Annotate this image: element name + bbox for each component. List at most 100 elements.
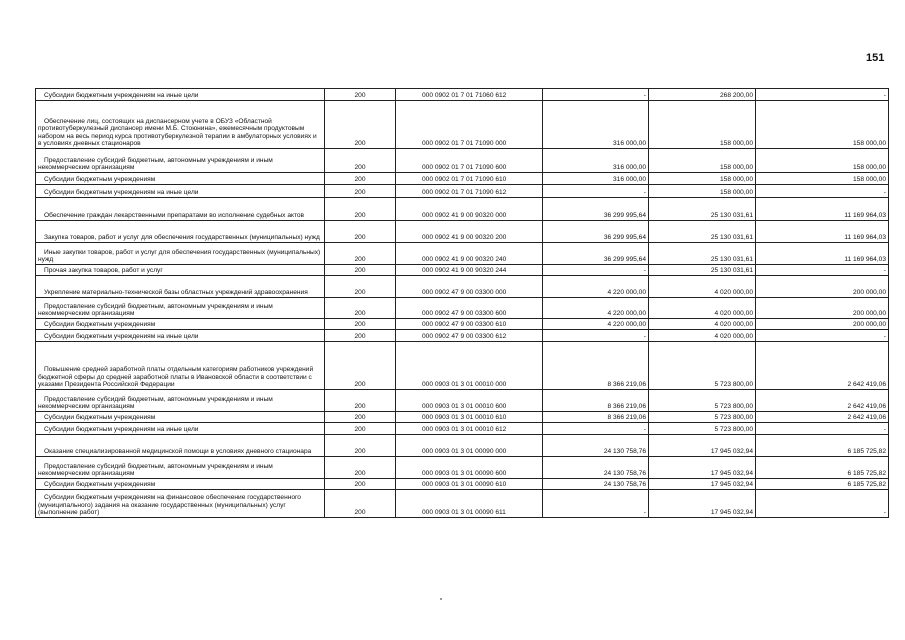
row-approved: 24 130 758,76 bbox=[542, 456, 649, 479]
row-approved: - bbox=[542, 264, 649, 276]
row-executed: 17 945 032,94 bbox=[648, 456, 756, 479]
row-line-code: 200 bbox=[324, 197, 396, 221]
row-executed: 5 723 800,00 bbox=[648, 341, 756, 390]
row-name-text: Оказание специализированной медицинской … bbox=[44, 448, 312, 456]
row-name-text: Субсидии бюджетным учреждениям bbox=[44, 481, 156, 489]
row-line-code: 200 bbox=[324, 329, 396, 342]
row-approved: - bbox=[542, 489, 649, 518]
table-row: Субсидии бюджетным учреждениям 200 000 090… bbox=[35, 411, 889, 423]
row-unexecuted: 2 642 419,06 bbox=[755, 411, 889, 423]
scan-speck bbox=[440, 598, 442, 600]
row-approved: 36 299 995,64 bbox=[542, 197, 649, 221]
row-unexecuted: 6 185 725,82 bbox=[755, 478, 889, 490]
row-executed: 4 020 000,00 bbox=[648, 318, 756, 330]
table-row: Предоставление субсидий бюджетным, автон… bbox=[35, 456, 889, 479]
row-unexecuted: 11 169 964,03 bbox=[755, 242, 889, 265]
row-line-code: 200 bbox=[324, 456, 396, 479]
row-executed: 5 723 800,00 bbox=[648, 422, 756, 435]
row-name: Предоставление субсидий бюджетным, автон… bbox=[35, 148, 325, 173]
table-row: Прочая закупка товаров, работ и услуг 200… bbox=[35, 264, 889, 276]
table-row: Предоставление субсидий бюджетным, автон… bbox=[35, 389, 889, 412]
row-name-text: Предоставление субсидий бюджетным, автон… bbox=[38, 395, 273, 411]
row-line-code: 200 bbox=[324, 148, 396, 173]
row-name: Субсидии бюджетным учреждениям на иные ц… bbox=[35, 184, 325, 198]
row-approved: - bbox=[542, 184, 649, 198]
row-line-code: 200 bbox=[324, 422, 396, 435]
row-approved: 24 130 758,76 bbox=[542, 478, 649, 490]
row-budget-code: 000 0902 41 9 00 90320 000 bbox=[395, 197, 543, 221]
row-name: Субсидии бюджетным учреждениям на иные ц… bbox=[35, 329, 325, 342]
table-row: Субсидии бюджетным учреждениям 200 000 090… bbox=[35, 478, 889, 490]
row-executed: 4 020 000,00 bbox=[648, 297, 756, 319]
row-name-text: Субсидии бюджетным учреждениям на иные ц… bbox=[44, 189, 199, 197]
row-budget-code: 000 0902 47 9 00 03300 610 bbox=[395, 318, 543, 330]
row-name: Предоставление субсидий бюджетным, автон… bbox=[35, 456, 325, 479]
row-budget-code: 000 0903 01 3 01 00010 600 bbox=[395, 389, 543, 412]
row-line-code: 200 bbox=[324, 275, 396, 298]
row-name-text: Субсидии бюджетным учреждениям bbox=[44, 414, 156, 422]
row-unexecuted: 6 185 725,82 bbox=[755, 434, 889, 457]
row-name: Предоставление субсидий бюджетным, автон… bbox=[35, 297, 325, 319]
row-approved: 8 366 219,06 bbox=[542, 341, 649, 390]
row-name: Субсидии бюджетным учреждениям на иные ц… bbox=[35, 422, 325, 435]
row-budget-code: 000 0903 01 3 01 00010 612 bbox=[395, 422, 543, 435]
row-name-text: Укрепление материально-технической базы … bbox=[44, 289, 308, 297]
table-row: Предоставление субсидий бюджетным, автон… bbox=[35, 297, 889, 319]
row-executed: 158 000,00 bbox=[648, 172, 756, 185]
row-budget-code: 000 0903 01 3 01 00010 000 bbox=[395, 341, 543, 390]
row-name-text: Повышение средней заработной платы отдел… bbox=[38, 366, 314, 389]
row-name: Закупка товаров, работ и услуг для обесп… bbox=[35, 220, 325, 243]
row-name-text: Предоставление субсидий бюджетным, автон… bbox=[38, 156, 273, 172]
row-executed: 5 723 800,00 bbox=[648, 389, 756, 412]
row-executed: 158 000,00 bbox=[648, 100, 756, 149]
row-approved: - bbox=[542, 329, 649, 342]
row-line-code: 200 bbox=[324, 389, 396, 412]
row-name: Укрепление материально-технической базы … bbox=[35, 275, 325, 298]
row-approved: 36 299 995,64 bbox=[542, 220, 649, 243]
row-name: Субсидии бюджетным учреждениям на иные ц… bbox=[35, 88, 325, 101]
row-name-text: Предоставление субсидий бюджетным, автон… bbox=[38, 462, 273, 478]
row-name-text: Субсидии бюджетным учреждениям на иные ц… bbox=[44, 426, 199, 434]
row-line-code: 200 bbox=[324, 88, 396, 101]
table-row: Субсидии бюджетным учреждениям на иные ц… bbox=[35, 184, 889, 198]
row-budget-code: 000 0902 01 7 01 71090 000 bbox=[395, 100, 543, 149]
row-line-code: 200 bbox=[324, 318, 396, 330]
row-unexecuted: - bbox=[755, 329, 889, 342]
row-executed: 17 945 032,94 bbox=[648, 434, 756, 457]
row-name: Обеспечение граждан лекарственными препа… bbox=[35, 197, 325, 221]
row-executed: 268 200,00 bbox=[648, 88, 756, 101]
table-row: Оказание специализированной медицинской … bbox=[35, 434, 889, 457]
table-row: Субсидии бюджетным учреждениям 200 000 090… bbox=[35, 172, 889, 185]
row-name: Субсидии бюджетным учреждениям bbox=[35, 478, 325, 490]
row-line-code: 200 bbox=[324, 220, 396, 243]
row-approved: 8 366 219,06 bbox=[542, 411, 649, 423]
row-budget-code: 000 0902 47 9 00 03300 612 bbox=[395, 329, 543, 342]
row-line-code: 200 bbox=[324, 341, 396, 390]
row-budget-code: 000 0903 01 3 01 00090 600 bbox=[395, 456, 543, 479]
row-unexecuted: 11 169 964,03 bbox=[755, 220, 889, 243]
table-row: Субсидии бюджетным учреждениям на иные ц… bbox=[35, 329, 889, 342]
row-executed: 25 130 031,61 bbox=[648, 197, 756, 221]
row-name: Субсидии бюджетным учреждениям bbox=[35, 411, 325, 423]
row-approved: 8 366 219,06 bbox=[542, 389, 649, 412]
row-name-text: Обеспечение лиц, состоящих на диспансерн… bbox=[38, 117, 317, 148]
row-unexecuted: 6 185 725,82 bbox=[755, 456, 889, 479]
page-number: 151 bbox=[866, 52, 885, 64]
row-executed: 158 000,00 bbox=[648, 148, 756, 173]
row-line-code: 200 bbox=[324, 264, 396, 276]
row-unexecuted: - bbox=[755, 422, 889, 435]
row-approved: 316 000,00 bbox=[542, 172, 649, 185]
row-name: Прочая закупка товаров, работ и услуг bbox=[35, 264, 325, 276]
row-approved: 4 220 000,00 bbox=[542, 318, 649, 330]
row-budget-code: 000 0902 01 7 01 71090 612 bbox=[395, 184, 543, 198]
row-name: Субсидии бюджетным учреждениям bbox=[35, 318, 325, 330]
row-budget-code: 000 0902 41 9 00 90320 240 bbox=[395, 242, 543, 265]
table-row: Субсидии бюджетным учреждениям 200 000 090… bbox=[35, 318, 889, 330]
row-line-code: 200 bbox=[324, 434, 396, 457]
row-line-code: 200 bbox=[324, 478, 396, 490]
row-executed: 25 130 031,61 bbox=[648, 242, 756, 265]
row-budget-code: 000 0902 47 9 00 03300 600 bbox=[395, 297, 543, 319]
row-unexecuted: 2 642 419,06 bbox=[755, 341, 889, 390]
row-name: Обеспечение лиц, состоящих на диспансерн… bbox=[35, 100, 325, 149]
row-executed: 17 945 032,94 bbox=[648, 489, 756, 518]
